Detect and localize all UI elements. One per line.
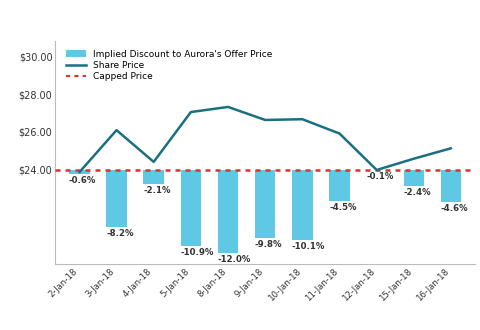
Text: -0.6%: -0.6%: [68, 176, 96, 185]
Text: -10.9%: -10.9%: [180, 248, 214, 257]
Bar: [180, 170, 201, 246]
Bar: [218, 170, 238, 253]
Text: -2.1%: -2.1%: [144, 186, 171, 195]
Text: -4.6%: -4.6%: [441, 204, 468, 213]
Text: -10.1%: -10.1%: [292, 242, 325, 251]
Bar: [329, 170, 350, 201]
Bar: [69, 170, 90, 174]
Bar: [292, 170, 312, 240]
Text: CanniMed Share Price vs. Aurora's Capped Bid and Implied Discount: CanniMed Share Price vs. Aurora's Capped…: [20, 12, 460, 22]
Bar: [144, 170, 164, 184]
Text: -8.2%: -8.2%: [106, 229, 133, 238]
Bar: [441, 170, 461, 202]
Text: -4.5%: -4.5%: [329, 203, 357, 212]
Text: -12.0%: -12.0%: [217, 255, 251, 264]
Legend: Implied Discount to Aurora's Offer Price, Share Price, Capped Price: Implied Discount to Aurora's Offer Price…: [64, 48, 274, 83]
Text: -2.4%: -2.4%: [404, 188, 431, 197]
Bar: [106, 170, 127, 227]
Bar: [404, 170, 424, 186]
Text: -0.1%: -0.1%: [366, 172, 394, 181]
Bar: [255, 170, 276, 238]
Text: -9.8%: -9.8%: [255, 240, 282, 249]
